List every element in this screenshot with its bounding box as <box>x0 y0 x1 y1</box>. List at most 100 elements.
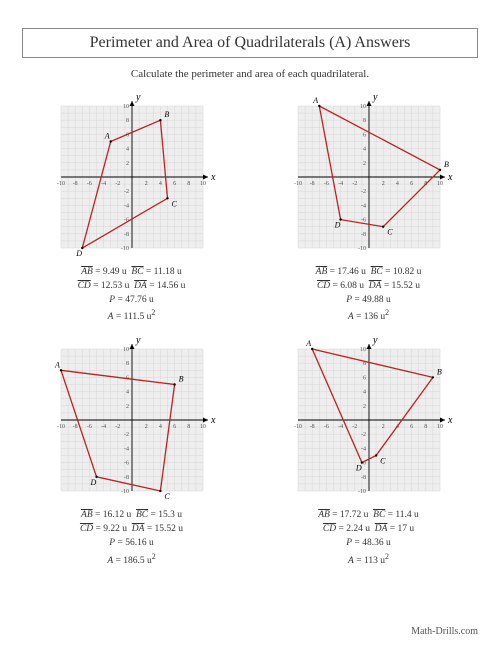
svg-text:D: D <box>89 478 96 487</box>
svg-text:y: y <box>135 92 141 103</box>
svg-text:-4: -4 <box>101 424 106 430</box>
svg-text:4: 4 <box>126 147 129 153</box>
svg-text:B: B <box>436 368 441 377</box>
svg-text:D: D <box>333 221 340 230</box>
chart-1: -10-10-8-8-6-6-4-4-2-2224466881010xyABCD <box>22 92 241 262</box>
svg-text:6: 6 <box>410 424 413 430</box>
svg-text:A: A <box>312 96 318 105</box>
svg-text:y: y <box>372 335 378 346</box>
svg-text:2: 2 <box>381 181 384 187</box>
svg-text:-2: -2 <box>124 189 129 195</box>
svg-text:10: 10 <box>360 347 366 353</box>
svg-text:A: A <box>305 339 311 348</box>
svg-text:-10: -10 <box>121 246 129 252</box>
problem-grid: -10 -10 -8 -8 -6 -6 -4 -4 -2 -2 2 2 4 4 6 6 8 8 10 10 x y A B C D… <box>22 92 478 568</box>
svg-text:-4: -4 <box>124 203 129 209</box>
svg-text:x: x <box>210 415 216 426</box>
svg-text:-4: -4 <box>361 447 366 453</box>
svg-text:-10: -10 <box>358 246 366 252</box>
svg-text:-10: -10 <box>358 489 366 495</box>
svg-text:10: 10 <box>123 347 129 353</box>
svg-text:B: B <box>164 110 169 119</box>
values-1: AB = 9.49 u BC = 11.18 uCD = 12.53 u DA … <box>22 266 241 325</box>
svg-text:-10: -10 <box>294 424 302 430</box>
svg-text:2: 2 <box>126 404 129 410</box>
page-title: Perimeter and Area of Quadrilaterals (A)… <box>22 28 478 58</box>
svg-text:4: 4 <box>395 181 398 187</box>
svg-text:-10: -10 <box>294 181 302 187</box>
svg-text:4: 4 <box>158 181 161 187</box>
svg-text:10: 10 <box>200 424 206 430</box>
svg-text:x: x <box>447 172 453 183</box>
svg-text:10: 10 <box>360 104 366 110</box>
values-2: AB = 17.46 u BC = 10.82 uCD = 6.08 u DA … <box>259 266 478 325</box>
svg-text:8: 8 <box>187 181 190 187</box>
svg-text:A: A <box>103 132 109 141</box>
problem-1: -10-10-8-8-6-6-4-4-2-2224466881010xyABCD… <box>22 92 241 325</box>
svg-text:10: 10 <box>437 424 443 430</box>
svg-text:2: 2 <box>144 424 147 430</box>
svg-text:D: D <box>75 249 82 258</box>
svg-text:A: A <box>54 361 60 370</box>
svg-text:x: x <box>447 415 453 426</box>
svg-text:y: y <box>135 335 141 346</box>
svg-text:C: C <box>164 492 170 501</box>
svg-text:6: 6 <box>173 424 176 430</box>
svg-text:-4: -4 <box>338 424 343 430</box>
svg-text:C: C <box>171 199 177 208</box>
svg-text:B: B <box>178 375 183 384</box>
svg-text:6: 6 <box>363 132 366 138</box>
svg-text:-4: -4 <box>124 447 129 453</box>
svg-text:D: D <box>354 464 361 473</box>
svg-text:-8: -8 <box>361 475 366 481</box>
svg-text:-2: -2 <box>361 432 366 438</box>
svg-text:2: 2 <box>126 161 129 167</box>
svg-text:8: 8 <box>126 118 129 124</box>
chart-2: -10-10-8-8-6-6-4-4-2-2224466881010xyABCD <box>259 92 478 262</box>
chart-4: -10-10-8-8-6-6-4-4-2-2224466881010xyABCD <box>259 335 478 505</box>
page-subtitle: Calculate the perimeter and area of each… <box>22 68 478 80</box>
chart-3: -10-10-8-8-6-6-4-4-2-2224466881010xyABCD <box>22 335 241 505</box>
svg-text:-6: -6 <box>323 424 328 430</box>
svg-text:2: 2 <box>144 181 147 187</box>
svg-text:4: 4 <box>363 390 366 396</box>
svg-text:-6: -6 <box>86 424 91 430</box>
svg-text:-2: -2 <box>115 424 120 430</box>
svg-text:8: 8 <box>424 424 427 430</box>
svg-text:-6: -6 <box>86 181 91 187</box>
svg-text:6: 6 <box>173 181 176 187</box>
svg-text:-4: -4 <box>101 181 106 187</box>
svg-text:x: x <box>210 172 216 183</box>
svg-text:6: 6 <box>410 181 413 187</box>
svg-text:-6: -6 <box>124 461 129 467</box>
svg-text:-6: -6 <box>323 181 328 187</box>
problem-3: -10-10-8-8-6-6-4-4-2-2224466881010xyABCD… <box>22 335 241 568</box>
values-4: AB = 17.72 u BC = 11.4 uCD = 2.24 u DA =… <box>259 509 478 568</box>
svg-text:-8: -8 <box>124 232 129 238</box>
svg-text:10: 10 <box>437 181 443 187</box>
svg-text:B: B <box>444 160 449 169</box>
svg-text:10: 10 <box>123 104 129 110</box>
footer-text: Math-Drills.com <box>411 626 478 637</box>
svg-text:-10: -10 <box>121 489 129 495</box>
svg-text:-10: -10 <box>57 424 65 430</box>
svg-text:8: 8 <box>126 361 129 367</box>
svg-text:-8: -8 <box>72 424 77 430</box>
svg-text:-2: -2 <box>361 189 366 195</box>
svg-text:2: 2 <box>363 404 366 410</box>
svg-text:-2: -2 <box>115 181 120 187</box>
svg-text:4: 4 <box>363 147 366 153</box>
svg-text:y: y <box>372 92 378 103</box>
svg-text:8: 8 <box>187 424 190 430</box>
svg-text:4: 4 <box>126 390 129 396</box>
svg-text:-4: -4 <box>361 203 366 209</box>
svg-text:8: 8 <box>363 118 366 124</box>
svg-text:-2: -2 <box>352 181 357 187</box>
svg-text:-8: -8 <box>361 232 366 238</box>
svg-text:-2: -2 <box>352 424 357 430</box>
svg-text:-2: -2 <box>124 432 129 438</box>
svg-text:10: 10 <box>200 181 206 187</box>
svg-text:-8: -8 <box>309 181 314 187</box>
problem-4: -10-10-8-8-6-6-4-4-2-2224466881010xyABCD… <box>259 335 478 568</box>
svg-text:C: C <box>380 457 386 466</box>
